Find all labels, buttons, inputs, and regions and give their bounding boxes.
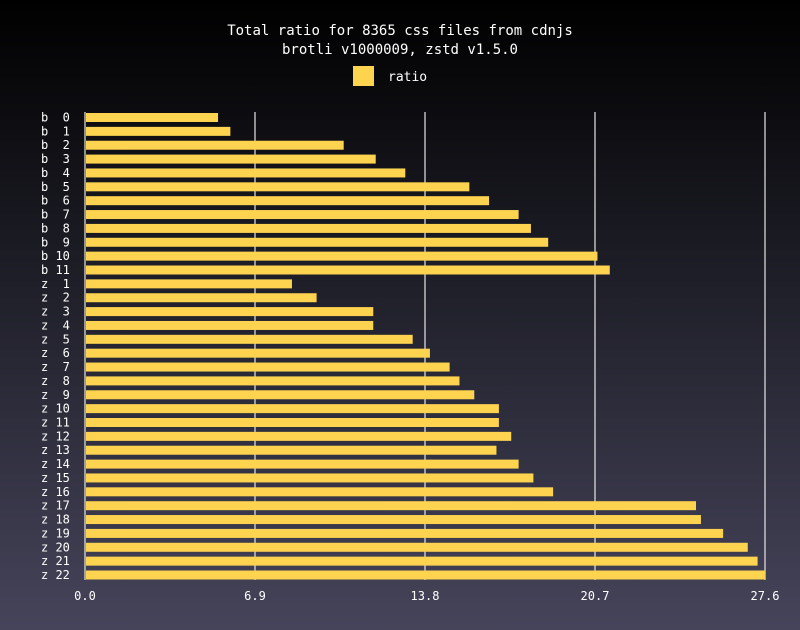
category-label: z 3 [41, 305, 70, 319]
bar [86, 154, 376, 164]
bar [86, 501, 697, 511]
bar [86, 362, 450, 372]
bar [86, 196, 490, 206]
bar [86, 515, 701, 525]
bar [86, 570, 765, 580]
category-label: b 11 [41, 263, 70, 277]
category-label: b 3 [41, 152, 70, 166]
bar [86, 418, 499, 427]
bar [86, 390, 475, 400]
bar [86, 487, 554, 497]
category-label: z 14 [41, 457, 70, 471]
category-label: b 10 [41, 249, 70, 263]
bar [86, 445, 497, 455]
bar [86, 376, 460, 386]
bar [86, 126, 231, 136]
category-label: b 0 [41, 111, 70, 125]
category-label: z 7 [41, 360, 70, 374]
bar [86, 265, 610, 275]
bar [86, 556, 758, 566]
bar [86, 528, 724, 538]
bar [86, 473, 534, 483]
category-label: b 5 [41, 180, 70, 194]
category-label: z 19 [41, 526, 70, 540]
category-label: z 16 [41, 485, 70, 499]
legend: ratio [353, 66, 427, 86]
bar [86, 404, 499, 414]
bar [86, 542, 748, 552]
category-label: z 1 [41, 277, 70, 291]
chart-title: Total ratio for 8365 css files from cdnj… [227, 23, 573, 39]
bar [86, 459, 519, 469]
x-tick-label: 0.0 [74, 589, 96, 603]
category-label: b 6 [41, 194, 70, 208]
bar [86, 251, 598, 261]
category-label: z 11 [41, 416, 70, 430]
bar [86, 334, 413, 344]
category-label: z 22 [41, 568, 70, 582]
category-label: b 1 [41, 124, 70, 138]
bar [86, 320, 374, 330]
x-tick-label: 20.7 [581, 589, 610, 603]
category-label: z 9 [41, 388, 70, 402]
category-label: b 7 [41, 208, 70, 222]
category-label: z 6 [41, 346, 70, 360]
bar [86, 348, 430, 358]
category-label: z 2 [41, 291, 70, 305]
legend-label-ratio: ratio [388, 70, 427, 85]
bar [86, 210, 519, 220]
category-labels: b 0b 1b 2b 3b 4b 5b 6b 7b 8b 9b 10b 11z … [41, 111, 70, 583]
x-tick-labels: 0.0 6.9 13.8 20.7 27.6 [74, 589, 779, 603]
category-label: b 8 [41, 221, 70, 235]
bars [86, 113, 765, 580]
x-tick-label: 6.9 [244, 589, 266, 603]
x-tick-label: 27.6 [751, 589, 780, 603]
bar [86, 279, 292, 289]
category-label: z 15 [41, 471, 70, 485]
category-label: z 4 [41, 318, 70, 332]
category-label: z 18 [41, 513, 70, 527]
category-label: z 17 [41, 499, 70, 513]
bar [86, 182, 470, 192]
legend-swatch-ratio [353, 66, 374, 86]
bar [86, 223, 531, 233]
bar [86, 293, 317, 303]
category-label: z 5 [41, 332, 70, 346]
category-label: z 20 [41, 540, 70, 554]
bar [86, 431, 512, 441]
bar [86, 140, 344, 150]
x-tick-label: 13.8 [411, 589, 440, 603]
category-label: z 12 [41, 429, 70, 443]
category-label: z 13 [41, 443, 70, 457]
category-label: z 10 [41, 402, 70, 416]
category-label: z 21 [41, 554, 70, 568]
chart-subtitle: brotli v1000009, zstd v1.5.0 [282, 42, 518, 58]
category-label: z 8 [41, 374, 70, 388]
bar [86, 168, 406, 178]
bar [86, 307, 374, 317]
category-label: b 4 [41, 166, 70, 180]
bar [86, 113, 219, 122]
category-label: b 9 [41, 235, 70, 249]
bar [86, 237, 549, 247]
category-label: b 2 [41, 138, 70, 152]
